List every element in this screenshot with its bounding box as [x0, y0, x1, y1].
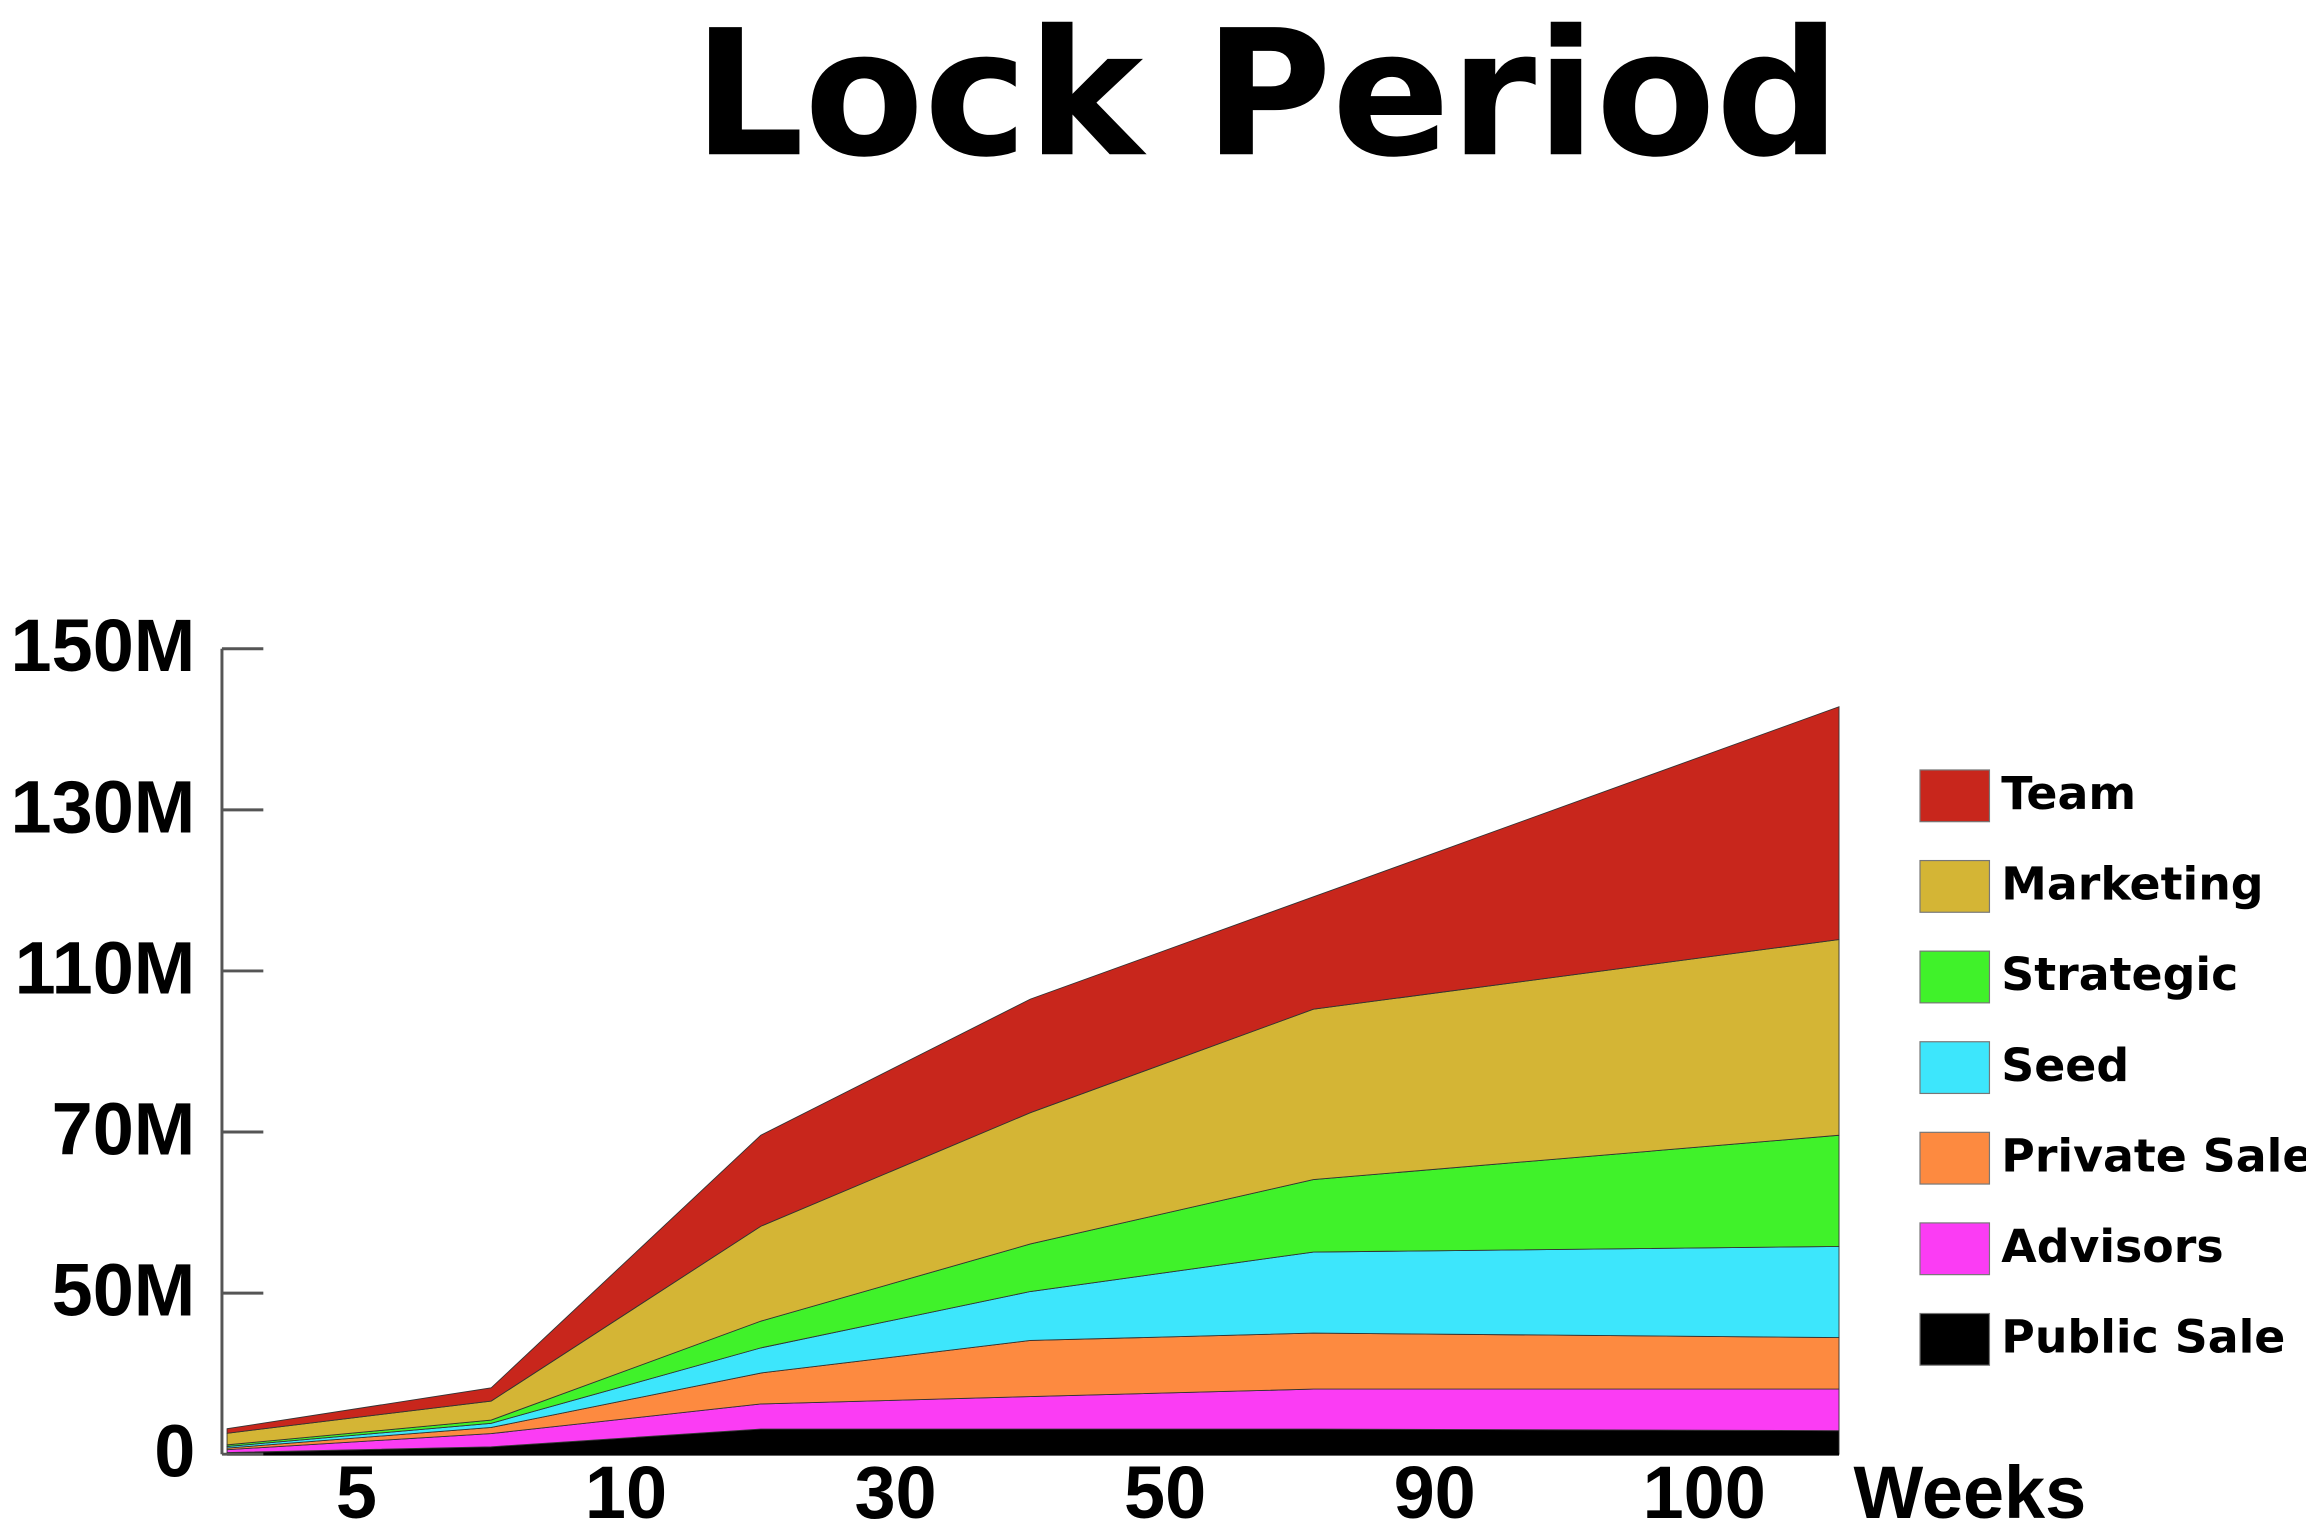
- legend-label: Team: [2001, 766, 2136, 820]
- x-tick-label: 90: [1394, 1451, 1476, 1534]
- x-tick-label: 50: [1124, 1451, 1206, 1534]
- legend-label: Strategic: [2001, 947, 2238, 1001]
- y-tick-label: 130M: [11, 765, 196, 848]
- y-tick-label: 150M: [11, 604, 196, 687]
- x-axis-label: Weeks: [1853, 1451, 2086, 1534]
- area: [226, 706, 1840, 1434]
- y-tick-label: 110M: [15, 926, 196, 1009]
- y-tick-label: 0: [154, 1410, 195, 1493]
- legend-swatch: [1919, 1222, 1991, 1276]
- legend-label: Public Sale: [2001, 1310, 2285, 1364]
- chart-title: Lock Period: [693, 0, 1840, 196]
- y-tick-label: 70M: [52, 1087, 196, 1170]
- x-tick-label: 5: [336, 1451, 377, 1534]
- legend-swatch: [1919, 769, 1991, 823]
- legend-swatch: [1919, 1131, 1991, 1185]
- x-tick-label: 10: [585, 1451, 667, 1534]
- legend-swatch: [1919, 1041, 1991, 1095]
- legend-label: Private Sale: [2001, 1128, 2306, 1182]
- legend-label: Marketing: [2001, 857, 2263, 911]
- legend-label: Advisors: [2001, 1219, 2223, 1273]
- legend-swatch: [1919, 1312, 1991, 1366]
- y-tick-label: 50M: [52, 1249, 196, 1332]
- legend-label: Seed: [2001, 1038, 2129, 1092]
- legend-swatch: [1919, 859, 1991, 913]
- x-tick-label: 30: [854, 1451, 936, 1534]
- legend-swatch: [1919, 950, 1991, 1004]
- x-tick-label: 100: [1643, 1451, 1766, 1534]
